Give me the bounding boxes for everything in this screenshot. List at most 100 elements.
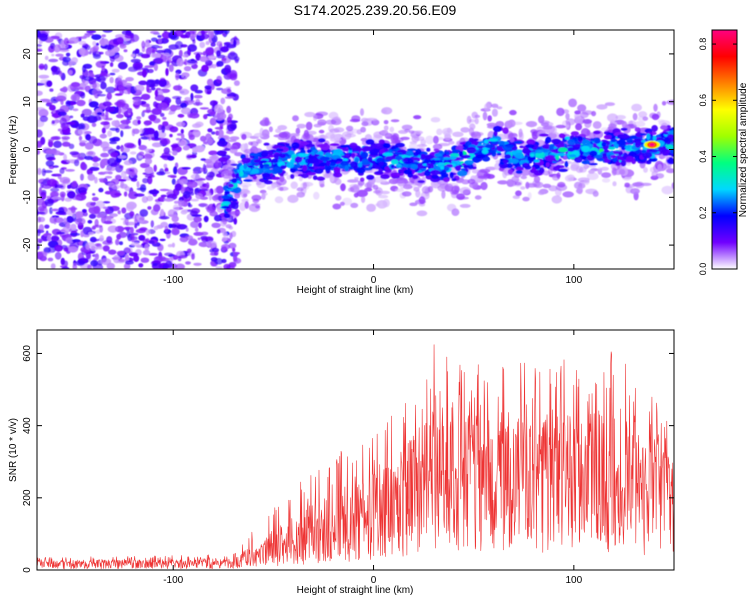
spectrogram-cell bbox=[193, 94, 203, 99]
spectrogram-cell bbox=[522, 196, 530, 202]
spectrogram-cell bbox=[72, 86, 84, 90]
spectrogram-cell bbox=[63, 154, 67, 161]
spectrogram-cell bbox=[142, 109, 153, 113]
spectrogram-cell bbox=[51, 68, 56, 76]
spectrogram-cell bbox=[206, 206, 216, 214]
spectrogram-cell bbox=[150, 30, 159, 34]
spectrogram-cell bbox=[306, 172, 317, 176]
spectrogram-cell bbox=[144, 243, 150, 252]
spectrogram-cell bbox=[98, 178, 107, 181]
spectrogram-cell bbox=[226, 86, 232, 90]
spectrogram-cell bbox=[50, 263, 56, 269]
spectrogram-cell bbox=[480, 181, 488, 191]
spectrogram-cell bbox=[332, 172, 343, 178]
spectrogram-cell bbox=[252, 175, 258, 180]
spectrogram-cell bbox=[118, 258, 126, 262]
spectrogram-cell bbox=[219, 150, 227, 155]
spectrogram-cell bbox=[173, 166, 178, 175]
spectrogram-cell bbox=[551, 125, 557, 135]
spectrogram-cell bbox=[661, 101, 667, 106]
spectrogram-cell bbox=[117, 155, 127, 159]
spectrogram-cell bbox=[365, 117, 378, 121]
spectrogram-cell bbox=[232, 93, 239, 101]
spectrogram-cell bbox=[234, 193, 241, 199]
spectrogram-cell bbox=[190, 192, 195, 196]
spectrogram-cell bbox=[557, 181, 566, 188]
spectrogram-cell bbox=[43, 170, 53, 173]
spectrogram-cell bbox=[188, 204, 193, 208]
spectrogram-cell bbox=[243, 171, 251, 174]
spectrogram-cell bbox=[556, 107, 565, 117]
spectrogram-cell bbox=[266, 185, 275, 191]
spectrogram-cell bbox=[87, 173, 96, 181]
spectrogram-cell bbox=[142, 69, 147, 78]
spectrogram-cell bbox=[603, 149, 610, 153]
spectrogram-cell bbox=[144, 148, 152, 153]
spectrogram-cell bbox=[78, 40, 87, 46]
spectrogram-cell bbox=[62, 226, 72, 233]
spectrogram-cell bbox=[253, 159, 261, 163]
spectrogram-cell bbox=[361, 195, 366, 203]
spectrogram-cell bbox=[188, 187, 193, 191]
spectrogram-cell bbox=[175, 137, 181, 141]
spectrogram-cell bbox=[581, 139, 591, 146]
spectrogram-cell bbox=[69, 115, 74, 119]
spectrogram-cell bbox=[308, 166, 315, 170]
spectrogram-cell bbox=[221, 258, 227, 264]
spectrogram-cell bbox=[391, 159, 399, 165]
spectrogram-cell bbox=[130, 178, 138, 182]
spectrogram-cell bbox=[175, 72, 180, 81]
spectrogram-cell bbox=[49, 88, 54, 92]
spectrogram-cell bbox=[94, 176, 98, 184]
spectrogram-cell bbox=[671, 154, 674, 157]
spectrogram-cell bbox=[660, 125, 668, 130]
spectrogram-cell bbox=[335, 158, 344, 162]
spectrogram-cell bbox=[229, 146, 238, 154]
spectrogram-cell bbox=[639, 133, 647, 136]
spectrogram-cell bbox=[216, 87, 224, 91]
spectrogram-cell bbox=[209, 100, 218, 107]
spectrogram-cell bbox=[168, 64, 174, 72]
spectrogram-cell bbox=[634, 127, 641, 132]
spectrogram-cell bbox=[93, 205, 101, 215]
spectrogram-cell bbox=[413, 186, 420, 192]
spectrogram-cell bbox=[205, 41, 210, 45]
spectrogram-cell bbox=[54, 251, 62, 260]
spectrogram-cell bbox=[304, 143, 316, 148]
colorbar-tick-label: 0.8 bbox=[698, 38, 708, 51]
spectrogram-cell bbox=[361, 161, 371, 165]
spectrogram-cell bbox=[218, 129, 224, 138]
spectrogram-cell bbox=[37, 149, 41, 155]
spectrogram-cell bbox=[349, 184, 359, 189]
spectrogram-cell bbox=[443, 157, 451, 160]
spectrogram-cell bbox=[515, 190, 522, 197]
spectrogram-cell bbox=[502, 169, 508, 179]
spectrogram-cell bbox=[180, 102, 188, 109]
spectrogram-cell bbox=[210, 42, 216, 47]
spectrogram-cell bbox=[178, 199, 184, 208]
spectrogram-cell bbox=[615, 115, 626, 120]
spectrogram-cell bbox=[592, 190, 599, 197]
spectrogram-cell bbox=[527, 192, 532, 200]
spectrogram-cell bbox=[198, 203, 209, 207]
spectrogram-cell bbox=[642, 151, 653, 159]
spectrogram-cell bbox=[92, 162, 100, 167]
spectrogram-cell bbox=[210, 257, 218, 262]
spectrogram-cell bbox=[433, 135, 439, 144]
spectrogram-cell bbox=[250, 141, 259, 147]
spectrogram-cell bbox=[263, 180, 273, 185]
spectrogram-cell bbox=[59, 176, 71, 184]
spectrogram-cell bbox=[413, 115, 422, 120]
spectrogram-cell bbox=[174, 30, 184, 37]
snr-y-tick-label: 600 bbox=[22, 345, 33, 362]
spectrogram-cell bbox=[159, 188, 170, 192]
spectrogram-cell bbox=[555, 144, 565, 148]
spectrogram-cell bbox=[130, 53, 136, 58]
spectrogram-cell bbox=[123, 250, 133, 253]
spectrogram-cell bbox=[75, 260, 86, 266]
spectrogram-cell bbox=[208, 192, 212, 201]
spectrogram-cell bbox=[215, 30, 224, 35]
spectrogram-cell bbox=[67, 184, 72, 189]
spectrogram-cell bbox=[570, 131, 580, 137]
spectrogram-cell bbox=[514, 140, 523, 144]
